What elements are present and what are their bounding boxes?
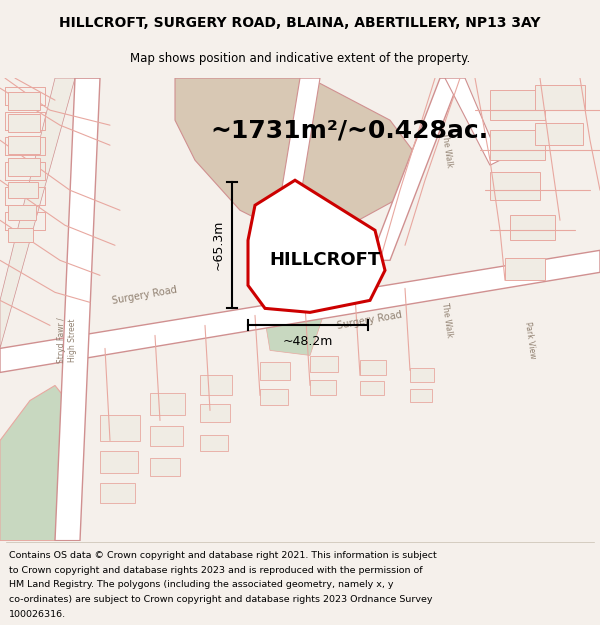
Polygon shape	[535, 85, 585, 110]
Polygon shape	[510, 215, 555, 240]
Polygon shape	[310, 356, 338, 372]
Polygon shape	[100, 416, 140, 441]
Polygon shape	[360, 381, 384, 396]
Polygon shape	[200, 404, 230, 422]
Polygon shape	[100, 482, 135, 502]
Polygon shape	[260, 389, 288, 406]
Text: to Crown copyright and database rights 2023 and is reproduced with the permissio: to Crown copyright and database rights 2…	[9, 566, 422, 574]
Polygon shape	[8, 228, 33, 242]
Text: ~1731m²/~0.428ac.: ~1731m²/~0.428ac.	[210, 118, 488, 142]
Polygon shape	[100, 451, 138, 472]
Text: ~65.3m: ~65.3m	[212, 220, 224, 271]
Text: Contains OS data © Crown copyright and database right 2021. This information is : Contains OS data © Crown copyright and d…	[9, 551, 437, 560]
Polygon shape	[8, 205, 36, 220]
Polygon shape	[200, 434, 228, 451]
Text: HILLCROFT: HILLCROFT	[269, 251, 380, 269]
Text: Map shows position and indicative extent of the property.: Map shows position and indicative extent…	[130, 52, 470, 65]
Polygon shape	[275, 78, 320, 230]
Polygon shape	[260, 362, 290, 381]
Text: 100026316.: 100026316.	[9, 610, 66, 619]
Polygon shape	[150, 458, 180, 476]
Polygon shape	[8, 136, 40, 154]
Polygon shape	[490, 173, 540, 200]
Polygon shape	[490, 90, 545, 120]
Polygon shape	[0, 386, 75, 541]
Polygon shape	[150, 426, 183, 446]
Polygon shape	[8, 114, 40, 132]
Text: The Walk: The Walk	[440, 132, 454, 168]
Text: Surgery Road: Surgery Road	[337, 310, 403, 331]
Polygon shape	[360, 361, 386, 376]
Text: ~48.2m: ~48.2m	[283, 335, 333, 348]
Text: HM Land Registry. The polygons (including the associated geometry, namely x, y: HM Land Registry. The polygons (includin…	[9, 580, 394, 589]
Polygon shape	[445, 78, 500, 165]
Polygon shape	[0, 78, 75, 348]
Text: co-ordinates) are subject to Crown copyright and database rights 2023 Ordnance S: co-ordinates) are subject to Crown copyr…	[9, 595, 433, 604]
Polygon shape	[410, 369, 434, 382]
Polygon shape	[0, 250, 600, 372]
Polygon shape	[370, 78, 460, 261]
Polygon shape	[310, 381, 336, 396]
Polygon shape	[410, 389, 432, 402]
Text: Park View: Park View	[523, 321, 537, 359]
Text: HILLCROFT, SURGERY ROAD, BLAINA, ABERTILLERY, NP13 3AY: HILLCROFT, SURGERY ROAD, BLAINA, ABERTIL…	[59, 16, 541, 31]
Text: Surgery Road: Surgery Road	[112, 285, 178, 306]
Polygon shape	[535, 123, 583, 145]
Text: Stryd Fawr /
High Street: Stryd Fawr / High Street	[58, 318, 77, 363]
Polygon shape	[55, 78, 100, 541]
Polygon shape	[490, 130, 545, 160]
Polygon shape	[8, 92, 40, 110]
Polygon shape	[175, 78, 420, 230]
Polygon shape	[505, 258, 545, 281]
Polygon shape	[248, 180, 385, 312]
Polygon shape	[150, 394, 185, 416]
Text: The Walk: The Walk	[440, 302, 454, 338]
Polygon shape	[8, 158, 40, 176]
Polygon shape	[200, 376, 232, 396]
Polygon shape	[8, 182, 38, 198]
Polygon shape	[265, 301, 325, 356]
